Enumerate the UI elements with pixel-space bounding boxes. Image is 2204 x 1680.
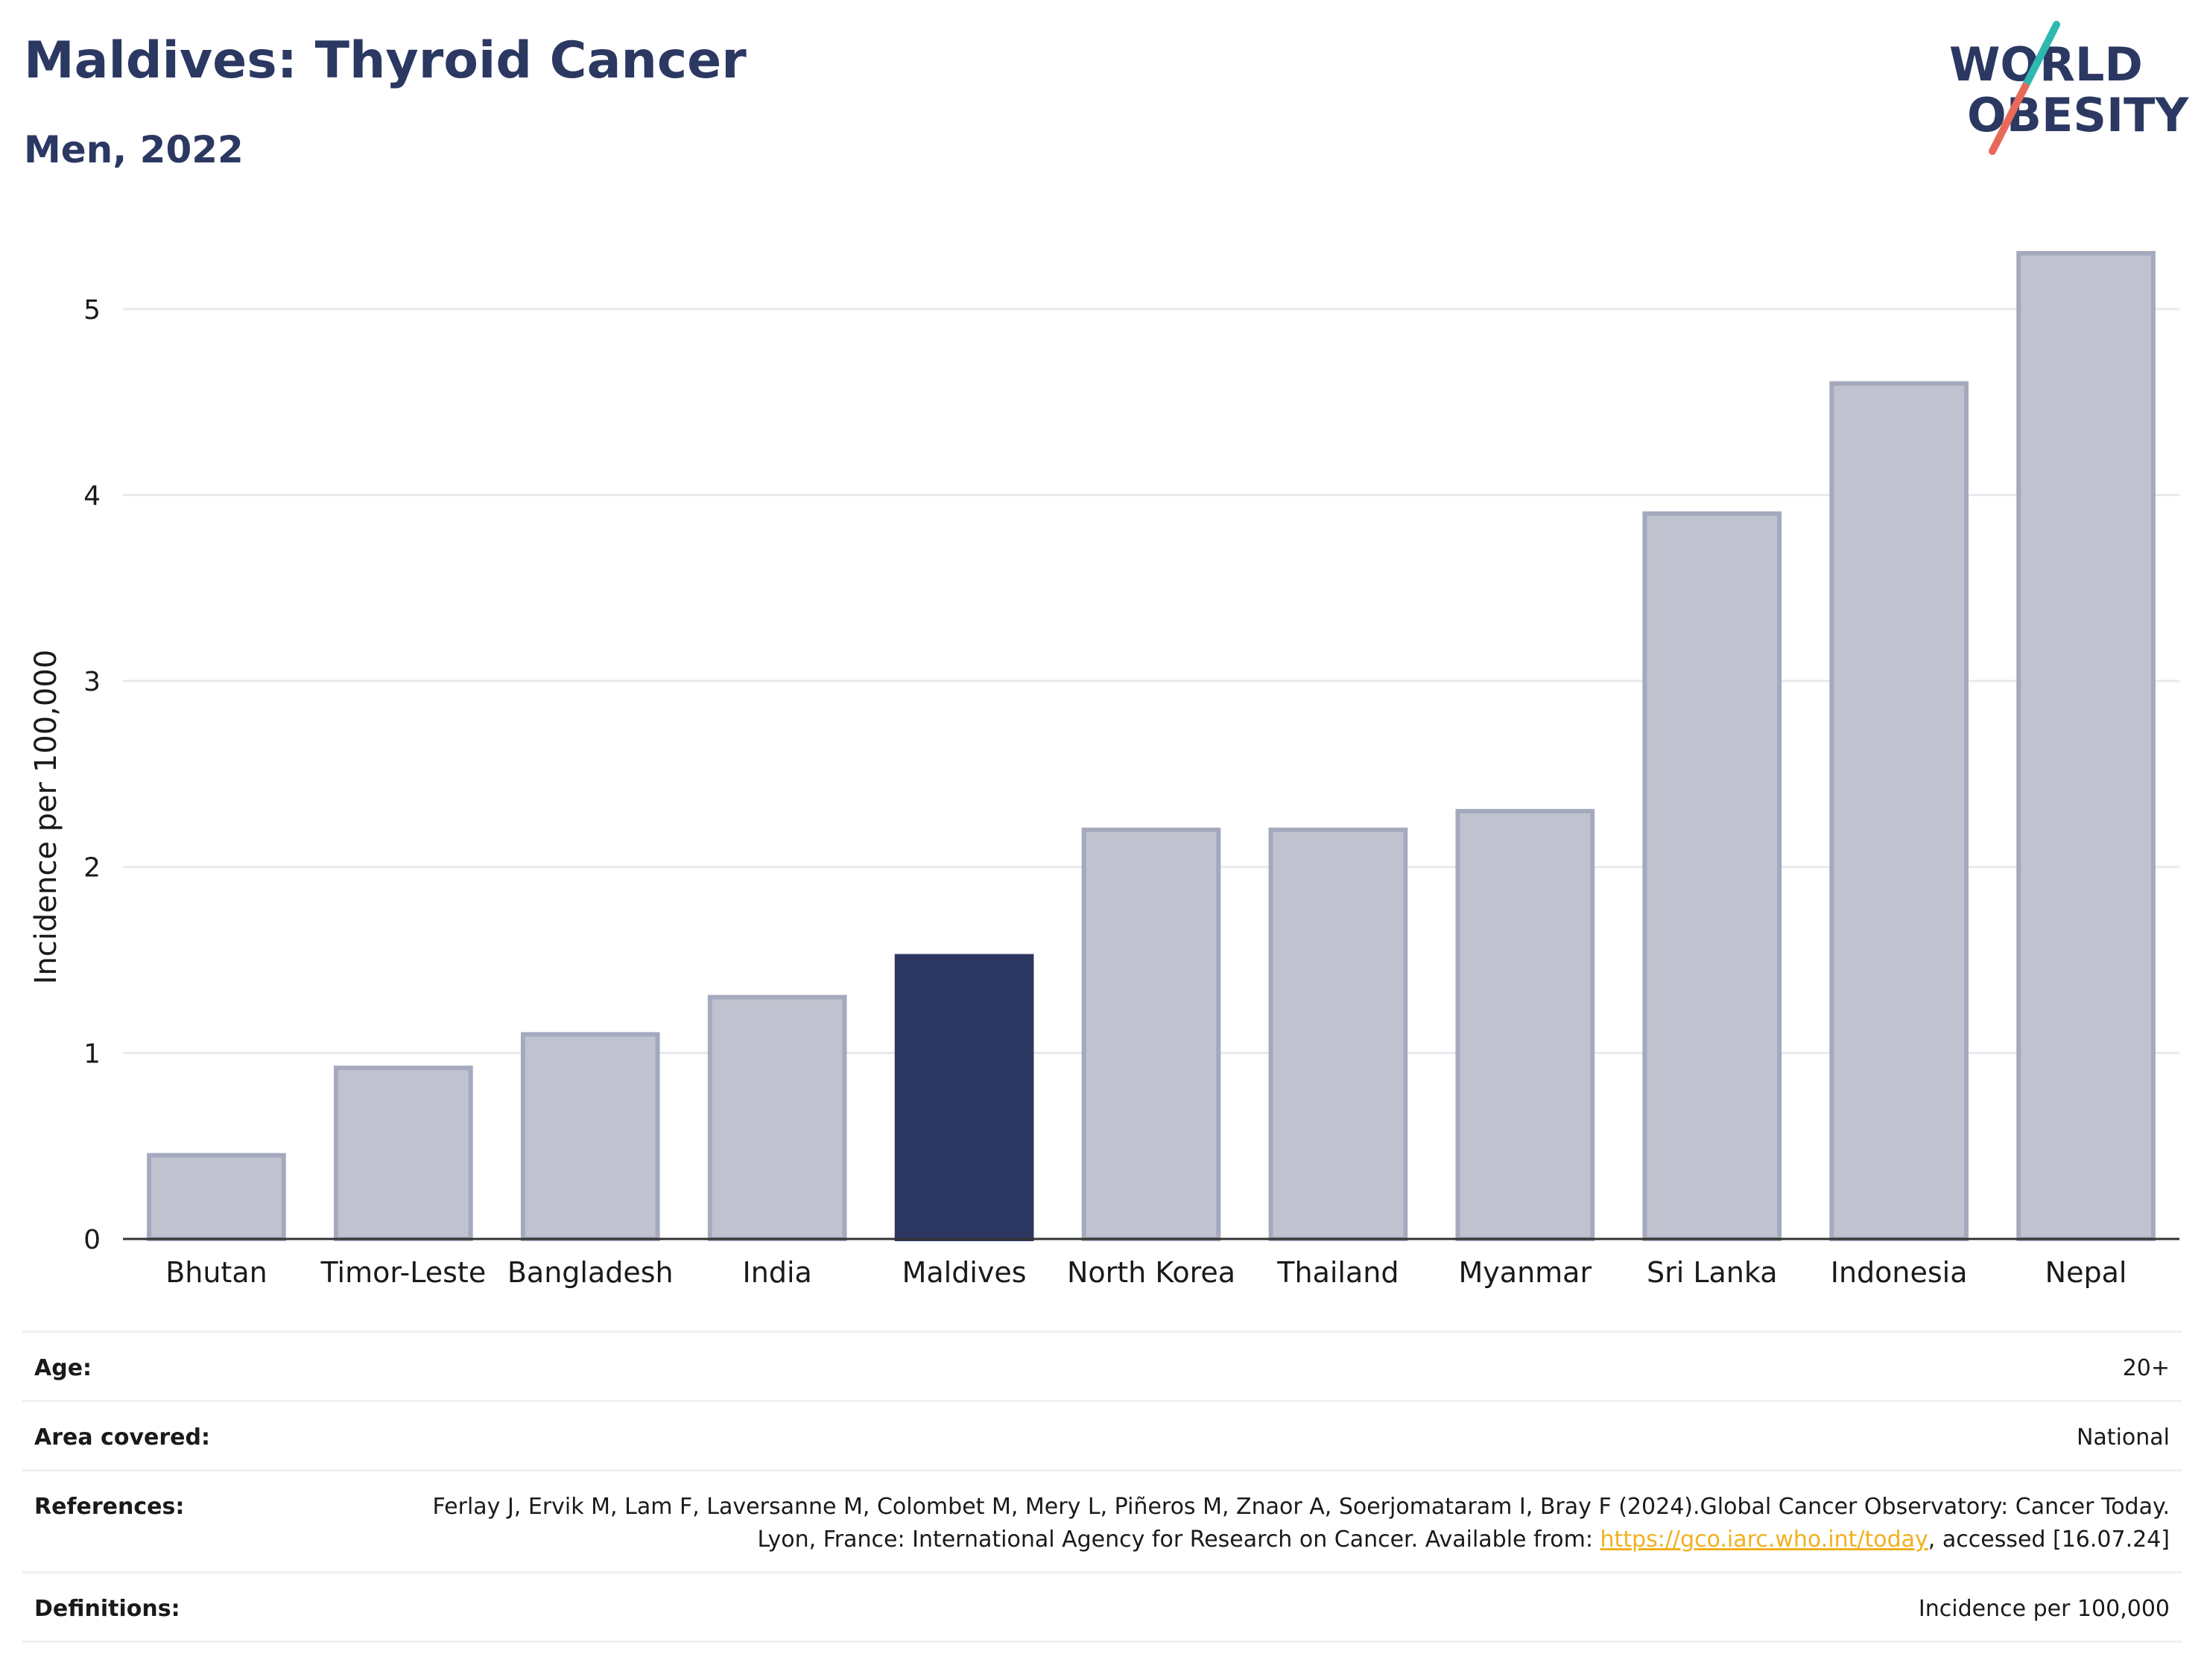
bar-nepal — [2016, 250, 2156, 1242]
references-label: References: — [34, 1494, 185, 1520]
bar-timor-leste — [334, 1065, 473, 1242]
y-tick-label: 2 — [83, 853, 101, 884]
y-tick-label: 1 — [83, 1039, 101, 1069]
definitions-value: Incidence per 100,000 — [1918, 1596, 2170, 1622]
x-tick-label: Thailand — [1276, 1256, 1399, 1289]
bar-north-korea — [1081, 827, 1221, 1242]
x-tick-label: Indonesia — [1831, 1256, 1968, 1289]
y-tick-label: 4 — [83, 481, 101, 511]
age-label: Age: — [34, 1355, 92, 1381]
bar-chart: 0 1 2 3 4 5 Bhutan Timor-Leste Bangladesh India Ma… — [29, 250, 2179, 1289]
logo-slash-bottom — [1989, 83, 2029, 155]
y-tick-label: 3 — [83, 667, 101, 697]
bars — [147, 250, 2156, 1242]
bar-myanmar — [1455, 808, 1595, 1241]
x-tick-label: Maldives — [902, 1256, 1027, 1289]
meta-row-definitions: Definitions: Incidence per 100,000 — [22, 1571, 2182, 1643]
area-label: Area covered: — [34, 1424, 210, 1451]
x-tick-label: Nepal — [2045, 1256, 2127, 1289]
area-value: National — [2076, 1424, 2170, 1451]
bar-bangladesh — [520, 1032, 660, 1242]
x-tick-label: Sri Lanka — [1647, 1256, 1778, 1289]
y-tick-label: 0 — [83, 1225, 101, 1255]
chart-subtitle: Men, 2022 — [24, 128, 244, 171]
x-tick-label: Myanmar — [1459, 1256, 1592, 1289]
axes: 0 1 2 3 4 5 Bhutan Timor-Leste Bangladesh India Ma… — [83, 295, 2179, 1289]
y-axis-title: Incidence per 100,000 — [29, 650, 63, 985]
x-tick-label: India — [743, 1256, 812, 1289]
bar-maldives — [894, 954, 1034, 1241]
logo-slash-top — [2021, 21, 2060, 90]
bar-bhutan — [147, 1153, 286, 1242]
y-tick-label: 5 — [83, 295, 101, 326]
bar-sri-lanka — [1642, 511, 1782, 1241]
x-tick-label: Timor-Leste — [320, 1256, 486, 1289]
bar-india — [707, 995, 847, 1242]
x-tick-label: North Korea — [1067, 1256, 1235, 1289]
world-obesity-logo: WORLD OBESITY — [1949, 21, 2189, 155]
age-value: 20+ — [2122, 1355, 2170, 1381]
chart-title: Maldives: Thyroid Cancer — [24, 31, 747, 90]
references-value: Ferlay J, Ervik M, Lam F, Laversanne M, … — [381, 1491, 2170, 1556]
meta-row-area: Area covered: National — [22, 1400, 2182, 1469]
x-tick-label: Bhutan — [165, 1256, 267, 1289]
bar-indonesia — [1829, 381, 1969, 1241]
references-accessed: , accessed [16.07.24] — [1928, 1527, 2170, 1553]
metadata-table: Age: 20+ Area covered: National Referenc… — [22, 1331, 2182, 1643]
meta-row-references: References: Ferlay J, Ervik M, Lam F, La… — [22, 1469, 2182, 1571]
meta-row-age: Age: 20+ — [22, 1331, 2182, 1400]
definitions-label: Definitions: — [34, 1596, 180, 1622]
references-link[interactable]: https://gco.iarc.who.int/today — [1600, 1527, 1928, 1553]
x-tick-label: Bangladesh — [507, 1256, 674, 1289]
references-text: Ferlay J, Ervik M, Lam F, Laversanne M, … — [432, 1494, 2170, 1553]
bar-thailand — [1268, 827, 1408, 1242]
